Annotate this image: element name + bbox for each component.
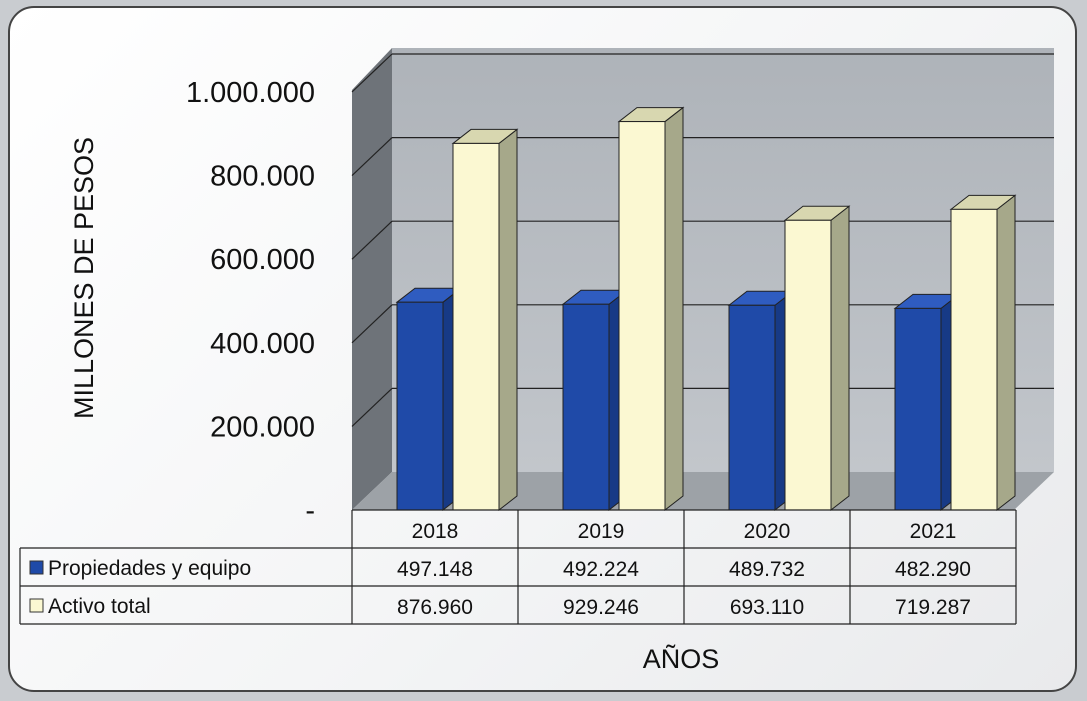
data-label: 497.148 xyxy=(397,558,473,581)
bar-chart: - 200.000 400.000 600.000 800.000 1.000.000 2… xyxy=(19,48,1054,674)
data-label: 482.290 xyxy=(895,558,971,581)
legend-swatch xyxy=(29,560,44,575)
data-label: 929.246 xyxy=(563,596,639,619)
side-wall xyxy=(352,48,392,510)
x-tick-label: 2021 xyxy=(910,520,957,543)
bar-propiedades-2020 xyxy=(727,290,795,512)
x-tick-label: 2020 xyxy=(744,520,791,543)
y-tick-label: 1.000.000 xyxy=(186,77,315,109)
chart-card: - 200.000 400.000 600.000 800.000 1.000.000 2… xyxy=(8,6,1077,692)
bar-activo-2021 xyxy=(949,194,1017,512)
gridline-side xyxy=(351,304,393,344)
bar-activo-2019 xyxy=(617,106,685,512)
bar-propiedades-2021 xyxy=(893,293,961,512)
gridline-side xyxy=(351,137,393,177)
y-tick-label: 600.000 xyxy=(210,244,315,276)
data-table: 2018 2019 2020 2021 Propiedades y equipo 497.… xyxy=(19,509,1017,625)
y-tick-label: 200.000 xyxy=(210,411,315,443)
y-tick-label: - xyxy=(305,495,315,527)
y-axis-label: MILLONES DE PESOS xyxy=(69,137,99,419)
y-tick-label: 800.000 xyxy=(210,161,315,193)
chart-floor xyxy=(352,472,1054,510)
bar-activo-2018 xyxy=(451,128,519,512)
data-label: 876.960 xyxy=(397,596,473,619)
data-label: 492.224 xyxy=(563,558,639,581)
bar-propiedades-2019 xyxy=(561,289,629,512)
x-tick-label: 2018 xyxy=(412,520,459,543)
gridline-side xyxy=(351,387,393,427)
x-tick-label: 2019 xyxy=(578,520,625,543)
legend-label: Activo total xyxy=(48,595,151,618)
data-label: 719.287 xyxy=(895,596,971,619)
bar-propiedades-2018 xyxy=(395,287,463,512)
bar-activo-2020 xyxy=(783,205,851,512)
y-axis-ticks: - 200.000 400.000 600.000 800.000 1.000.000 xyxy=(186,77,315,527)
x-axis-label: AÑOS xyxy=(643,643,720,674)
gridline-side xyxy=(351,53,393,93)
legend-label: Propiedades y equipo xyxy=(48,557,251,580)
data-label: 693.110 xyxy=(730,596,804,619)
gridline-side xyxy=(351,220,393,260)
legend-swatch xyxy=(29,598,44,613)
data-label: 489.732 xyxy=(729,558,805,581)
y-tick-label: 400.000 xyxy=(210,328,315,360)
bars xyxy=(395,106,1017,512)
